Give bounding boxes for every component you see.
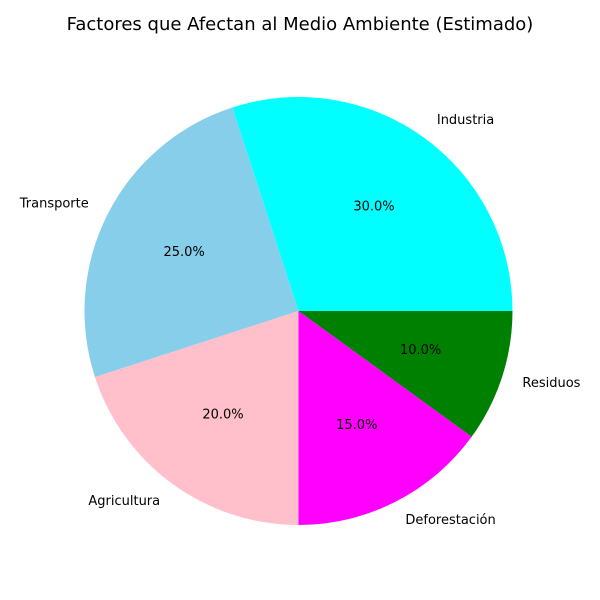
pie-slice-agricultura [94,311,299,525]
pie-slice-transporte [84,107,299,378]
pie-slice-deforestacion [298,311,472,525]
slice-percent-agricultura: 20.0% [202,407,243,422]
chart-title: Factores que Afectan al Medio Ambiente (… [67,14,534,35]
slice-label-deforestacion: Deforestación [405,513,495,528]
slice-percent-residuos: 10.0% [400,343,441,358]
slice-label-transporte: Transporte [19,197,89,212]
pie-slice-industria [232,97,513,311]
slice-label-residuos: Residuos [522,376,580,391]
pie-labels: Industria 30.0% Transporte 25.0% Agricultura… [19,113,581,528]
slice-label-industria: Industria [437,113,494,128]
slice-percent-industria: 30.0% [353,200,394,215]
slice-percent-deforestacion: 15.0% [336,418,377,433]
slice-label-agricultura: Agricultura [88,494,160,509]
slice-percent-transporte: 25.0% [163,245,204,260]
pie-slice-residuos [298,311,513,437]
pie-slices [84,97,513,525]
